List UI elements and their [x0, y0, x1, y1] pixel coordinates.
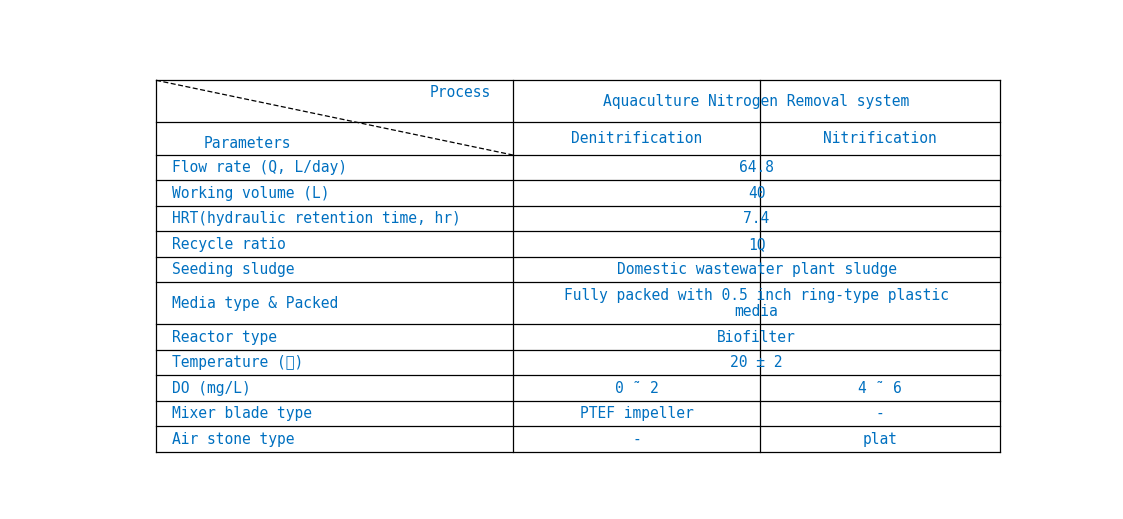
Text: Nitrification: Nitrification — [823, 131, 937, 146]
Text: -: - — [876, 406, 885, 421]
Text: Recycle ratio: Recycle ratio — [172, 237, 285, 252]
Text: Aquaculture Nitrogen Removal system: Aquaculture Nitrogen Removal system — [603, 94, 910, 109]
Text: 1Q: 1Q — [748, 237, 765, 252]
Text: Flow rate (Q, L/day): Flow rate (Q, L/day) — [172, 160, 347, 175]
Text: 20 ± 2: 20 ± 2 — [730, 355, 783, 370]
Text: 0 ˜ 2: 0 ˜ 2 — [614, 381, 658, 395]
Text: Mixer blade type: Mixer blade type — [172, 406, 312, 421]
Text: 40: 40 — [748, 186, 765, 201]
Text: Parameters: Parameters — [204, 136, 291, 152]
Text: Fully packed with 0.5 inch ring-type plastic: Fully packed with 0.5 inch ring-type pla… — [564, 289, 949, 304]
Text: Seeding sludge: Seeding sludge — [172, 262, 294, 277]
Text: -: - — [632, 432, 641, 447]
Text: Temperature (℃): Temperature (℃) — [172, 355, 303, 370]
Text: Domestic wastewater plant sludge: Domestic wastewater plant sludge — [617, 262, 896, 277]
Text: Air stone type: Air stone type — [172, 432, 294, 447]
Text: Denitrification: Denitrification — [570, 131, 702, 146]
Text: HRT(hydraulic retention time, hr): HRT(hydraulic retention time, hr) — [172, 211, 460, 226]
Text: DO (mg/L): DO (mg/L) — [172, 381, 250, 395]
Text: media: media — [734, 304, 778, 319]
Text: Working volume (L): Working volume (L) — [172, 186, 329, 201]
Text: Process: Process — [430, 85, 491, 100]
Text: 7.4: 7.4 — [743, 211, 769, 226]
Text: Reactor type: Reactor type — [172, 330, 276, 345]
Text: plat: plat — [862, 432, 897, 447]
Text: Biofilter: Biofilter — [718, 330, 796, 345]
Text: Media type & Packed: Media type & Packed — [172, 296, 338, 311]
Text: 64.8: 64.8 — [739, 160, 774, 175]
Text: PTEF impeller: PTEF impeller — [579, 406, 693, 421]
Text: 4 ˜ 6: 4 ˜ 6 — [858, 381, 902, 395]
